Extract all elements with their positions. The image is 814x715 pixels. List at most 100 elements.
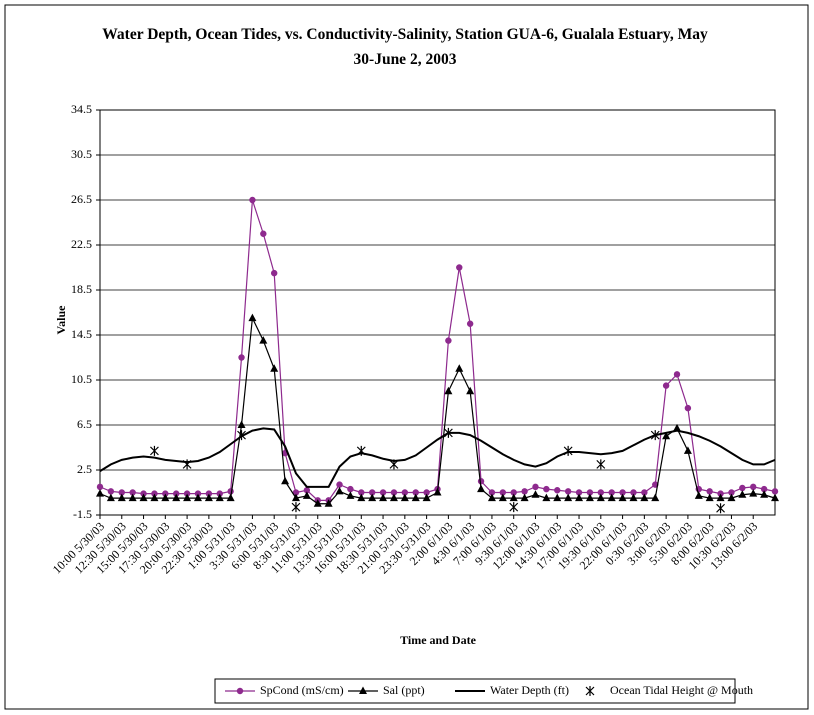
- point: [379, 489, 387, 496]
- point: [422, 493, 431, 502]
- point: [564, 488, 572, 495]
- point: [118, 489, 125, 496]
- point: [510, 489, 517, 496]
- y-tick-label: 34.5: [71, 102, 92, 116]
- point: [564, 493, 573, 502]
- point: [509, 493, 518, 502]
- point: [607, 493, 616, 502]
- point: [356, 445, 366, 456]
- point: [411, 493, 420, 502]
- point: [662, 431, 671, 440]
- point: [401, 489, 409, 496]
- point: [400, 493, 409, 502]
- point: [204, 493, 213, 502]
- point: [641, 489, 648, 496]
- point: [509, 502, 519, 513]
- legend-label: Water Depth (ft): [490, 683, 569, 697]
- point: [248, 313, 257, 322]
- point: [499, 489, 507, 496]
- point: [107, 488, 115, 495]
- point: [379, 493, 388, 502]
- x-axis-title: Time and Date: [400, 633, 476, 647]
- point: [705, 493, 714, 502]
- point: [487, 493, 496, 502]
- point: [128, 493, 137, 502]
- point: [771, 488, 779, 495]
- point: [368, 489, 376, 496]
- point: [575, 489, 583, 496]
- point: [226, 493, 235, 502]
- point: [630, 489, 637, 496]
- point: [106, 493, 115, 502]
- plot-border: [99, 109, 776, 516]
- point: [563, 445, 573, 456]
- point: [532, 483, 539, 491]
- point: [150, 445, 159, 456]
- point: [96, 483, 104, 491]
- point: [575, 493, 584, 502]
- point: [336, 481, 343, 488]
- point: [531, 490, 540, 498]
- point: [324, 499, 333, 507]
- point: [684, 404, 692, 412]
- point: [543, 485, 550, 493]
- y-axis-title: Value: [54, 305, 68, 335]
- point: [596, 459, 606, 470]
- point: [596, 493, 605, 502]
- y-tick-label: 6.5: [77, 417, 92, 431]
- point: [389, 493, 398, 502]
- point: [498, 493, 507, 502]
- point: [270, 364, 279, 372]
- point: [346, 491, 355, 499]
- point: [291, 502, 301, 513]
- chart-border: [4, 4, 809, 710]
- point: [760, 490, 769, 498]
- point: [302, 491, 311, 499]
- point: [749, 489, 758, 497]
- point: [335, 486, 344, 495]
- point: [259, 336, 268, 344]
- point: [597, 489, 605, 496]
- point: [520, 493, 529, 502]
- point: [618, 493, 627, 502]
- point: [455, 364, 464, 372]
- legend-marker: [359, 686, 367, 694]
- legend-item: Ocean Tidal Height @ Mouth: [585, 683, 753, 697]
- y-tick-label: 22.5: [71, 237, 92, 251]
- y-tick-label: 30.5: [71, 147, 92, 161]
- point: [640, 493, 649, 502]
- point: [237, 420, 246, 428]
- point: [738, 490, 747, 498]
- point: [521, 488, 528, 495]
- point: [716, 503, 725, 514]
- point: [553, 493, 562, 502]
- legend-item: Water Depth (ft): [455, 683, 569, 697]
- point: [357, 493, 366, 502]
- point: [161, 493, 170, 502]
- point: [466, 320, 474, 327]
- legend-marker: [585, 686, 595, 696]
- point: [651, 493, 660, 502]
- legend-marker: [236, 687, 244, 695]
- series: [99, 427, 776, 488]
- point: [237, 430, 246, 441]
- point: [182, 459, 192, 470]
- point: [117, 493, 126, 502]
- point: [466, 386, 475, 395]
- point: [423, 489, 430, 496]
- point: [445, 337, 452, 344]
- point: [292, 489, 300, 496]
- point: [650, 430, 660, 441]
- point: [477, 484, 486, 493]
- point: [368, 493, 377, 502]
- legend-item: SpCond (mS/cm): [225, 683, 344, 697]
- point: [412, 489, 419, 496]
- point: [619, 489, 626, 496]
- point: [390, 489, 398, 496]
- point: [629, 493, 638, 502]
- y-tick-label: 10.5: [71, 372, 92, 386]
- point: [760, 485, 768, 493]
- point: [150, 493, 159, 502]
